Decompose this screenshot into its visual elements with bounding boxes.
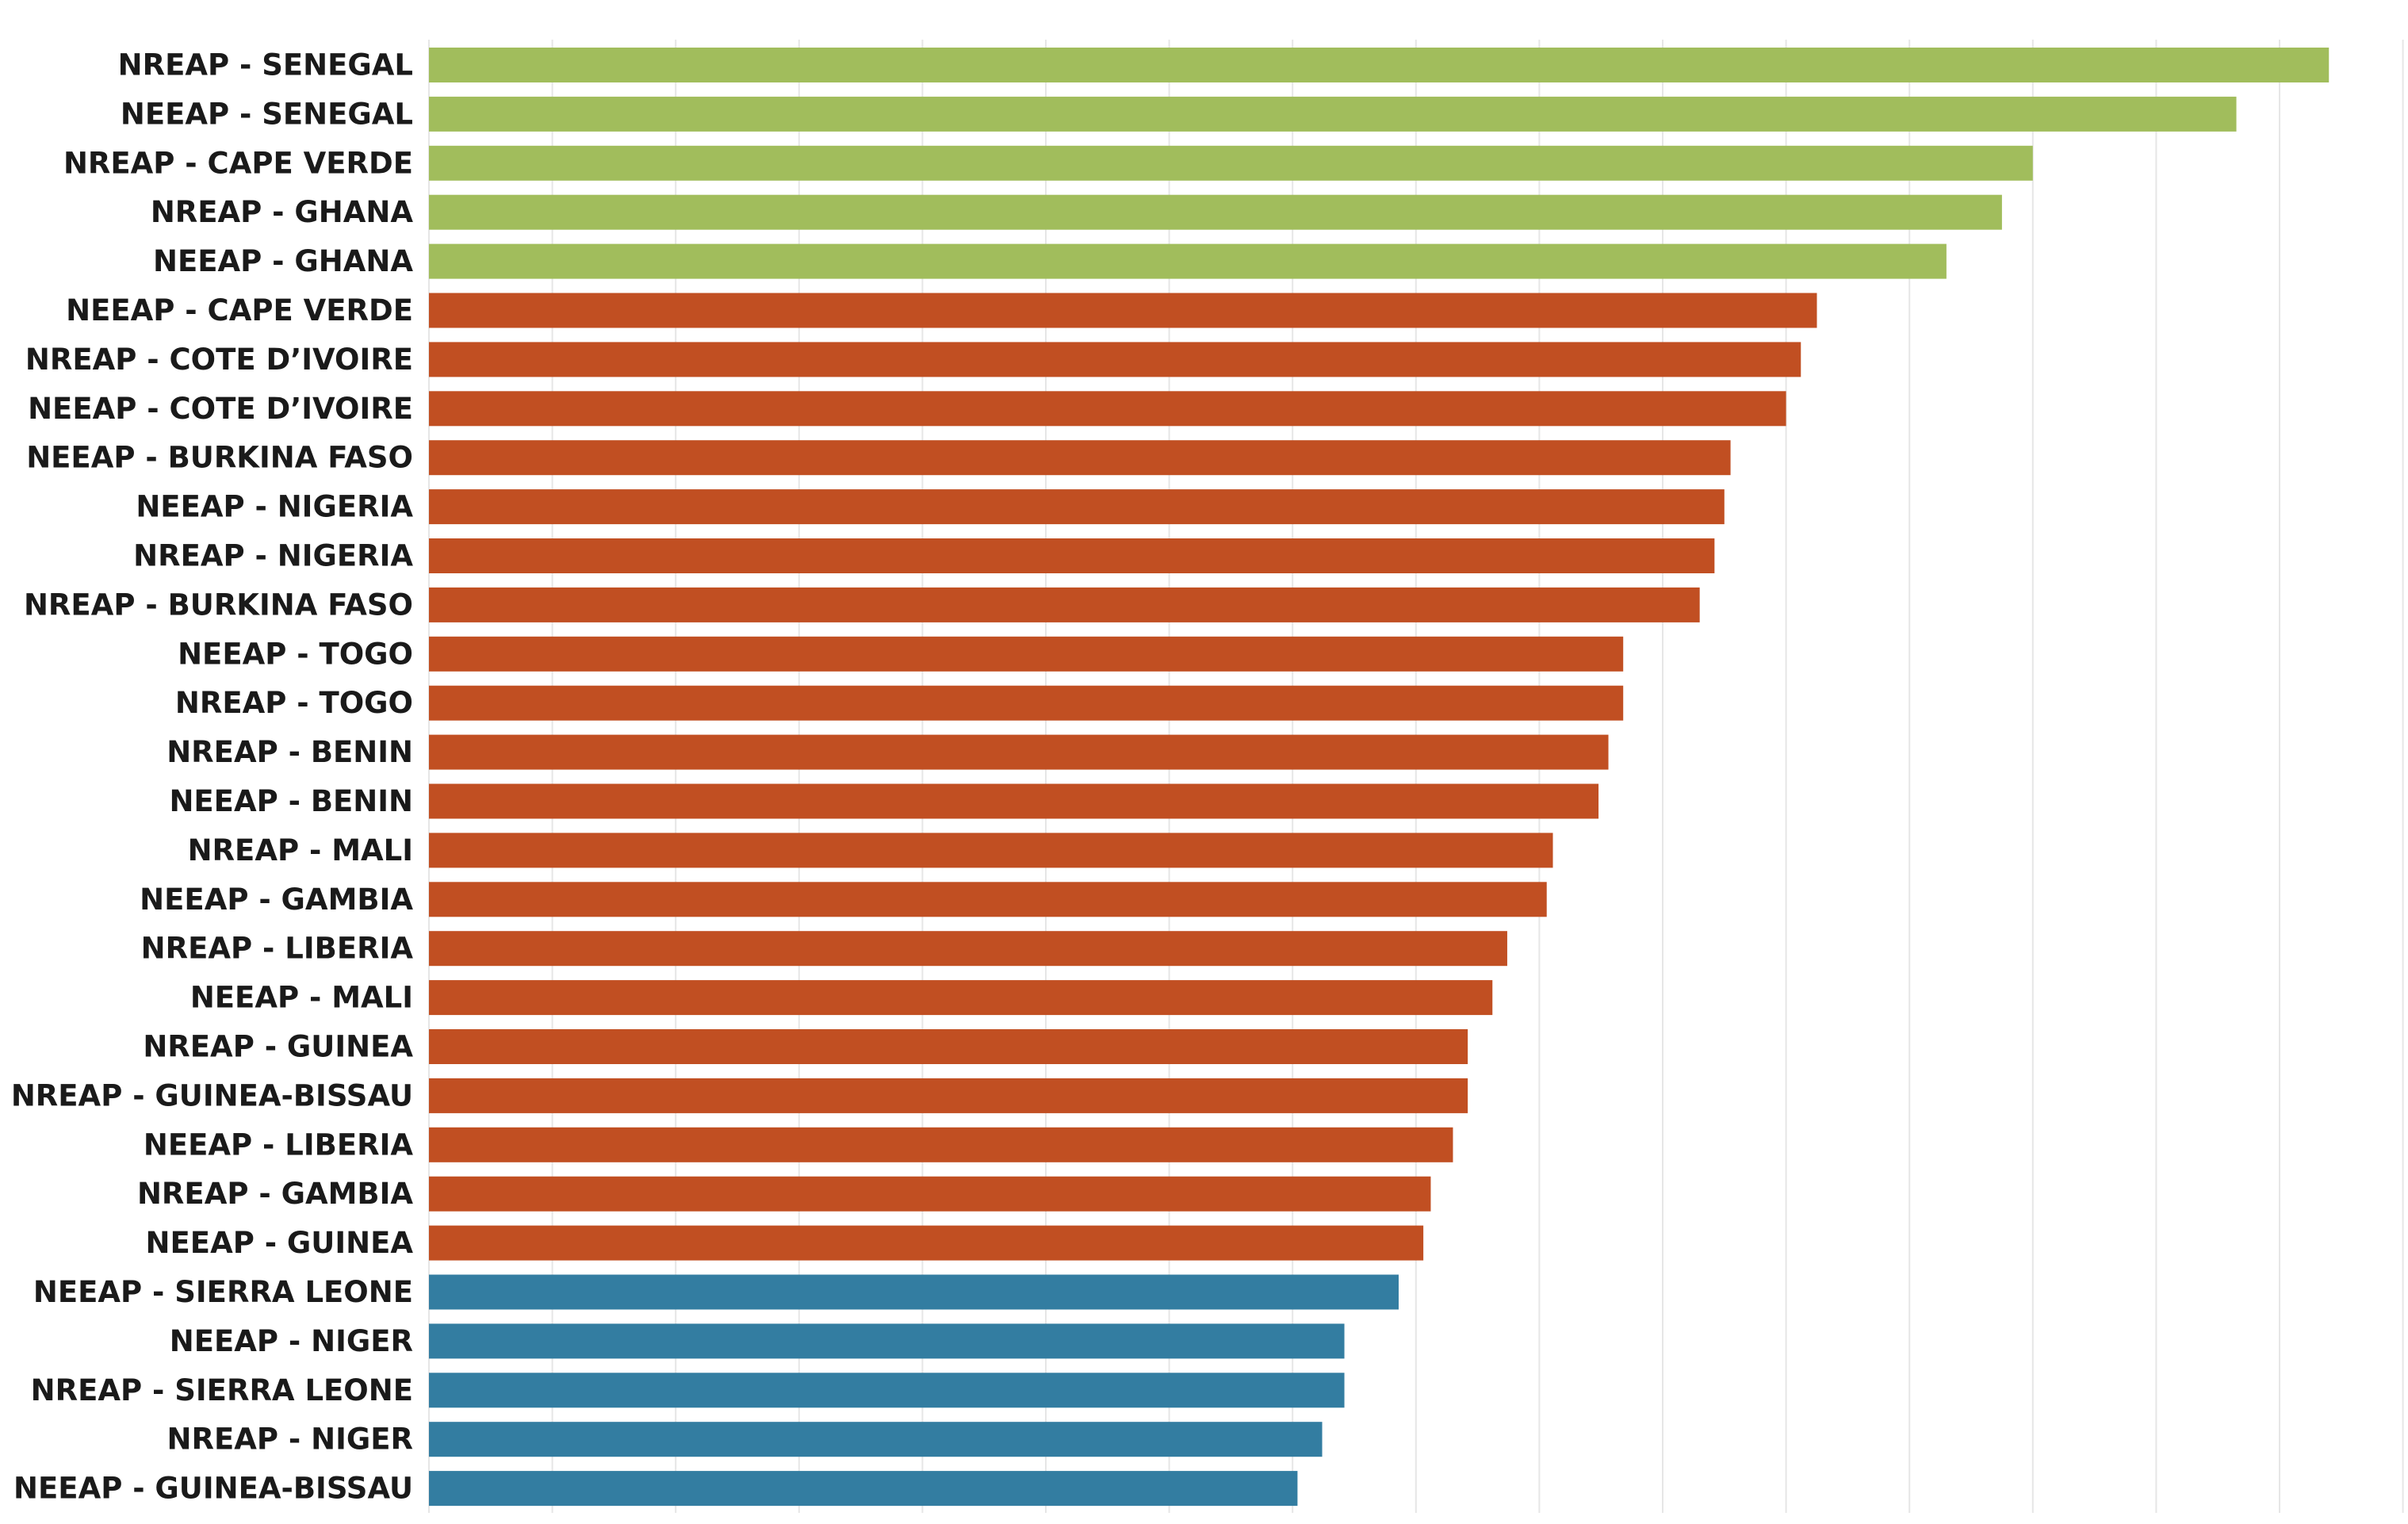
category-label: NEEAP - SENEGAL	[121, 97, 413, 131]
bar	[429, 48, 2330, 82]
category-label: NEEAP - LIBERIA	[144, 1128, 413, 1162]
category-label: NEEAP - CAPE VERDE	[66, 293, 413, 327]
category-label: NREAP - SIERRA LEONE	[31, 1373, 413, 1407]
category-label: NEEAP - SIERRA LEONE	[33, 1275, 413, 1309]
bar	[429, 833, 1553, 868]
category-label: NEEAP - NIGER	[170, 1324, 413, 1358]
bar	[429, 783, 1599, 819]
category-label: NEEAP - GUINEA-BISSAU	[13, 1472, 413, 1506]
bar	[429, 194, 2002, 230]
category-label: NREAP - CAPE VERDE	[63, 146, 413, 180]
bar	[429, 1029, 1468, 1064]
bar	[429, 980, 1493, 1016]
bar	[429, 734, 1609, 770]
category-label: NREAP - TOGO	[175, 686, 413, 720]
bar	[429, 685, 1624, 721]
bar	[429, 1127, 1453, 1162]
bar	[429, 145, 2033, 181]
category-label: NEEAP - BENIN	[169, 784, 413, 818]
bar	[429, 1078, 1468, 1113]
gridlines	[428, 40, 2404, 1513]
bar	[429, 96, 2237, 132]
category-label: NEEAP - GUINEA	[146, 1226, 414, 1260]
category-label: NREAP - SENEGAL	[118, 48, 413, 82]
category-label: NREAP - NIGER	[167, 1423, 413, 1457]
category-label: NREAP - COTE D’IVOIRE	[25, 343, 413, 377]
bar	[429, 538, 1715, 573]
bar	[429, 391, 1786, 427]
bar	[429, 293, 1817, 328]
category-label: NREAP - BENIN	[167, 735, 413, 769]
bar	[429, 342, 1801, 377]
category-label: NEEAP - TOGO	[178, 637, 413, 671]
category-label: NEEAP - GHANA	[153, 244, 413, 278]
bar	[429, 1422, 1323, 1457]
bar	[429, 1471, 1298, 1507]
bar	[429, 243, 1947, 279]
category-labels: NREAP - SENEGAL NEEAP - SENEGAL NREAP - CA…	[11, 48, 414, 1506]
category-label: NEEAP - GAMBIA	[140, 883, 413, 917]
bar	[429, 882, 1547, 917]
bar	[429, 1373, 1345, 1408]
bars	[429, 48, 2330, 1507]
category-label: NREAP - GUINEA	[143, 1030, 413, 1064]
category-label: NEEAP - BURKINA FASO	[26, 441, 413, 475]
category-label: NEEAP - NIGERIA	[136, 490, 413, 524]
bar	[429, 931, 1507, 967]
category-label: NEEAP - COTE D’IVOIRE	[28, 392, 413, 426]
category-label: NEEAP - MALI	[190, 981, 413, 1015]
bar	[429, 1323, 1345, 1359]
bar	[429, 636, 1624, 672]
bar	[429, 489, 1725, 525]
category-label: NREAP - GHANA	[151, 195, 414, 229]
bar	[429, 1176, 1431, 1212]
bar	[429, 1274, 1399, 1310]
category-label: NREAP - LIBERIA	[141, 932, 414, 966]
category-label: NREAP - GAMBIA	[137, 1177, 413, 1211]
category-label: NREAP - MALI	[188, 833, 413, 867]
bar	[429, 1225, 1424, 1261]
category-label: NREAP - NIGERIA	[133, 539, 413, 573]
category-label: NREAP - GUINEA-BISSAU	[11, 1078, 413, 1112]
category-label: NREAP - BURKINA FASO	[24, 588, 413, 622]
bar	[429, 587, 1700, 622]
bar	[429, 440, 1731, 476]
